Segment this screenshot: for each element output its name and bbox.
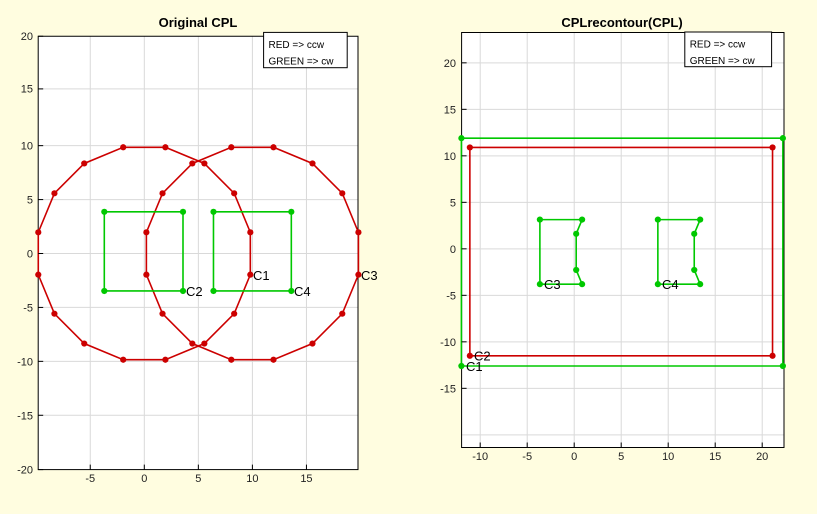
svg-text:-10: -10 [440, 337, 456, 349]
svg-text:20: 20 [756, 451, 768, 463]
svg-text:20: 20 [444, 58, 456, 70]
svg-text:15: 15 [444, 104, 456, 116]
svg-text:5: 5 [618, 451, 624, 463]
svg-text:-20: -20 [17, 465, 33, 477]
svg-text:-10: -10 [17, 357, 33, 369]
svg-text:15: 15 [709, 451, 721, 463]
svg-text:C1: C1 [253, 268, 270, 283]
svg-text:GREEN => cw: GREEN => cw [690, 56, 756, 67]
svg-text:15: 15 [21, 84, 33, 96]
svg-text:10: 10 [444, 151, 456, 163]
svg-text:5: 5 [450, 197, 456, 209]
svg-text:0: 0 [27, 249, 33, 261]
svg-text:RED => ccw: RED => ccw [690, 40, 746, 51]
svg-text:-15: -15 [440, 383, 456, 395]
svg-text:0: 0 [141, 473, 147, 485]
svg-text:GREEN => cw: GREEN => cw [269, 57, 335, 68]
svg-text:C1: C1 [466, 359, 483, 374]
svg-text:0: 0 [450, 244, 456, 256]
svg-text:-5: -5 [522, 451, 532, 463]
svg-text:20: 20 [21, 31, 33, 43]
svg-text:C2: C2 [186, 284, 203, 299]
svg-text:-5: -5 [23, 303, 33, 315]
svg-text:5: 5 [195, 473, 201, 485]
svg-text:10: 10 [21, 141, 33, 153]
svg-text:-5: -5 [446, 290, 456, 302]
svg-text:C3: C3 [544, 277, 561, 292]
svg-text:10: 10 [246, 473, 258, 485]
svg-text:0: 0 [571, 451, 577, 463]
svg-text:Original CPL: Original CPL [159, 15, 238, 30]
svg-text:C4: C4 [662, 277, 679, 292]
svg-text:CPLrecontour(CPL): CPLrecontour(CPL) [561, 15, 682, 30]
svg-text:-5: -5 [85, 473, 95, 485]
svg-text:10: 10 [662, 451, 674, 463]
svg-text:RED => ccw: RED => ccw [269, 40, 325, 51]
svg-text:C3: C3 [361, 268, 378, 283]
svg-text:-10: -10 [472, 451, 488, 463]
svg-text:15: 15 [300, 473, 312, 485]
svg-text:C4: C4 [294, 284, 311, 299]
svg-text:-15: -15 [17, 411, 33, 423]
svg-text:5: 5 [27, 195, 33, 207]
